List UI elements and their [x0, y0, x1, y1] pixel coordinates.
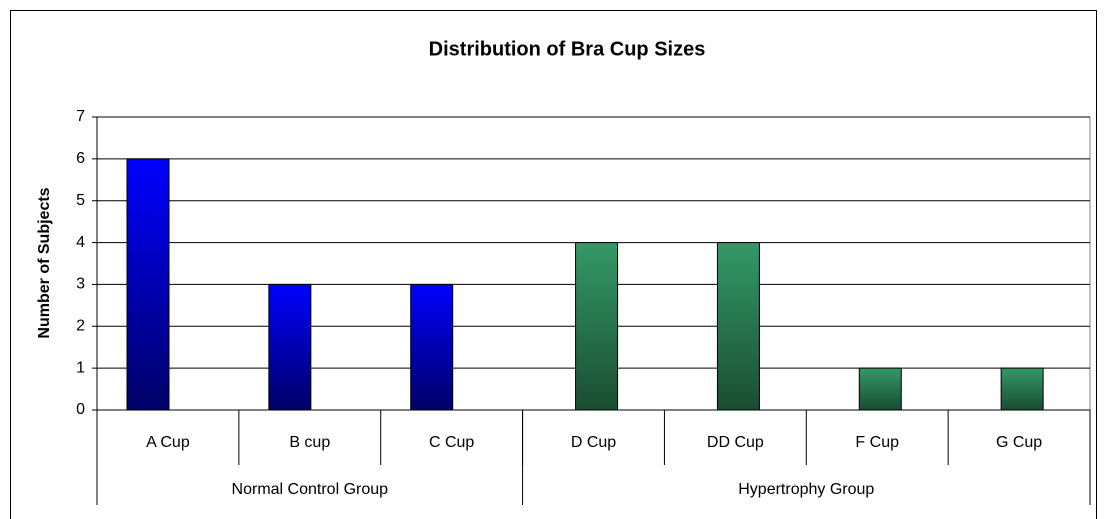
- bar: [126, 158, 170, 411]
- x-tick-label: A Cup: [146, 434, 190, 451]
- bar: [716, 242, 760, 411]
- y-tick-label: 4: [76, 234, 85, 251]
- x-tick-label: D Cup: [571, 434, 616, 451]
- x-tick-label: B cup: [289, 434, 330, 451]
- y-tick-label: 6: [76, 150, 85, 167]
- x-tick-label: DD Cup: [707, 434, 764, 451]
- chart-title: Distribution of Bra Cup Sizes: [429, 38, 706, 60]
- group-label: Hypertrophy Group: [738, 481, 874, 498]
- x-tick-label: C Cup: [429, 434, 474, 451]
- group-label: Normal Control Group: [232, 481, 389, 498]
- y-tick-label: 5: [76, 192, 85, 209]
- x-tick-label: F Cup: [855, 434, 899, 451]
- bar: [410, 283, 454, 411]
- bar: [858, 367, 902, 411]
- y-tick-label: 0: [76, 401, 85, 418]
- x-tick-label: G Cup: [996, 434, 1042, 451]
- y-tick-label: 1: [76, 359, 85, 376]
- bar: [1000, 367, 1044, 411]
- y-axis-label: Number of Subjects: [36, 187, 53, 338]
- bar: [268, 283, 312, 411]
- y-tick-label: 2: [76, 318, 85, 335]
- bar: [575, 242, 619, 411]
- y-tick-label: 7: [76, 108, 85, 125]
- y-tick-label: 3: [76, 276, 85, 293]
